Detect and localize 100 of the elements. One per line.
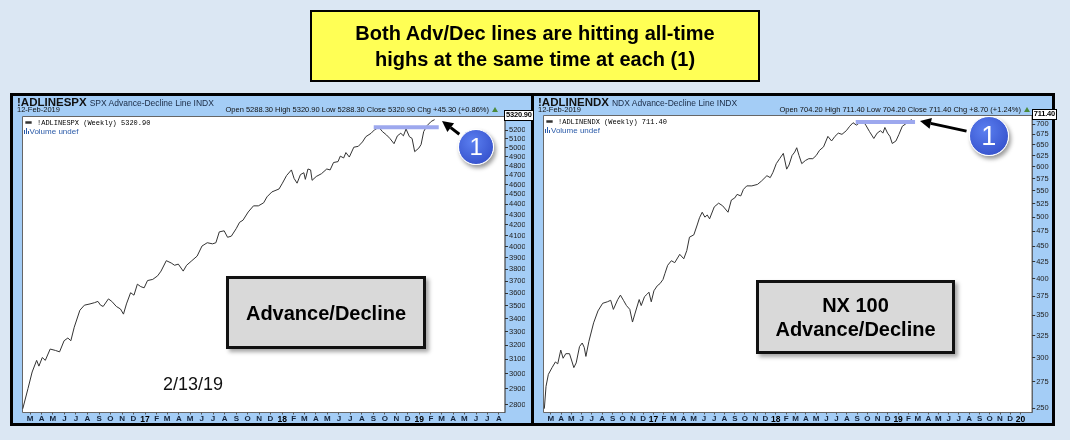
x-tick-label: A [38,413,45,423]
x-tick-label: J [347,413,352,423]
x-tick-label: S [976,413,983,423]
x-tick-label: 19 [414,413,424,424]
x-tick-label: J [579,413,584,423]
annotation: Volume undef [551,125,600,135]
x-tick-label: O [243,413,251,423]
x-tick-label: 17 [139,413,150,424]
x-tick-label: J [824,413,829,423]
x-tick-label: S [609,413,616,423]
x-tick-label: D [762,413,769,423]
x-tick-label: 18 [276,413,287,424]
x-tick-label: O [864,413,871,423]
x-tick-label: F [153,413,159,423]
x-tick-label: A [843,413,850,423]
x-tick-label: A [925,413,932,423]
x-tick-label: N [630,413,637,423]
x-tick-label: J [61,413,67,423]
x-tick-label: A [312,413,319,423]
line-series [21,118,435,409]
x-tick-label: A [680,413,687,423]
x-tick-label: J [946,413,951,423]
x-tick-label: N [255,413,262,423]
x-tick-label: J [711,413,717,423]
x-tick-label: S [233,413,240,423]
x-tick-label: F [906,413,912,423]
x-tick-label: M [163,413,171,423]
x-tick-label: S [370,413,377,423]
x-tick-label: N [393,413,400,423]
annotation: Advance/Decline [245,300,407,325]
x-tick-label: F [783,413,789,423]
x-tick-label: A [495,413,502,423]
x-tick-label: D [404,413,411,423]
x-tick-label: N [997,413,1004,423]
x-tick-label: S [95,413,102,423]
x-tick-label: J [701,413,707,423]
x-tick-label: J [834,413,839,423]
x-tick-label: J [473,413,478,423]
x-tick-label: D [640,413,647,423]
x-tick-label: M [935,413,943,423]
x-tick-label: O [619,413,626,423]
x-tick-label: J [73,413,78,423]
x-tick-label: O [381,413,388,423]
x-tick-label: F [428,413,434,423]
x-tick-label: M [669,413,677,423]
x-tick-label: J [210,413,215,423]
x-tick-label: M [300,413,308,423]
x-tick-label: M [26,413,34,423]
x-tick-label: M [914,413,922,423]
x-tick-label: N [118,413,125,423]
x-tick-label: A [449,413,456,423]
x-tick-label: J [199,413,204,423]
x-tick-label: A [599,413,606,423]
label-box: Advance/Decline [226,276,426,349]
x-tick-label: M [567,413,575,423]
x-tick-label: F [290,413,296,423]
annotation: 2/13/19 [163,374,224,395]
x-tick-label: 17 [648,413,659,424]
x-tick-label: N [752,413,759,423]
annotation: NX 100 Advance/Decline [774,293,937,341]
x-tick-label: M [460,413,468,423]
x-tick-label: D [129,413,136,423]
annotation: 1 [981,120,997,151]
label-box: NX 100 Advance/Decline [756,280,955,354]
x-tick-label: M [49,413,57,423]
x-tick-label: J [484,413,490,423]
x-tick-label: M [690,413,698,423]
x-tick-label: O [741,413,749,423]
x-tick-label: 19 [893,413,904,424]
x-tick-label: A [558,413,565,423]
x-tick-label: N [874,413,881,423]
x-tick-label: A [966,413,973,423]
annotation: 1 [469,133,483,161]
x-tick-label: M [792,413,800,423]
x-tick-label: A [221,413,228,423]
x-tick-label: D [267,413,274,423]
x-tick-label: S [732,413,739,423]
chart-subtitle: NDX Advance-Decline Line INDX [611,98,738,108]
x-tick-label: A [84,413,91,423]
annotation: Volume undef [29,126,79,136]
x-tick-label: M [437,413,445,423]
text: Both Adv/Dec lines are hitting all-time highs at the same time at each (1) [354,21,716,72]
x-tick-label: M [812,413,820,423]
x-tick-label: A [803,413,810,423]
x-tick-label: J [336,413,341,423]
chart-subtitle: SPX Advance-Decline Line INDX [89,98,214,108]
x-tick-label: M [186,413,194,423]
x-tick-label: O [986,413,993,423]
x-tick-label: A [721,413,728,423]
x-tick-label: M [323,413,331,423]
x-tick-label: J [956,413,962,423]
x-tick-label: D [1007,413,1014,423]
x-tick-label: F [661,413,667,423]
x-tick-label: S [854,413,861,423]
x-tick-label: O [106,413,114,423]
x-tick-label: 20 [1015,413,1026,424]
x-tick-label: D [884,413,891,423]
x-tick-label: A [175,413,182,423]
x-tick-label: A [358,413,365,423]
x-tick-label: M [547,413,555,423]
